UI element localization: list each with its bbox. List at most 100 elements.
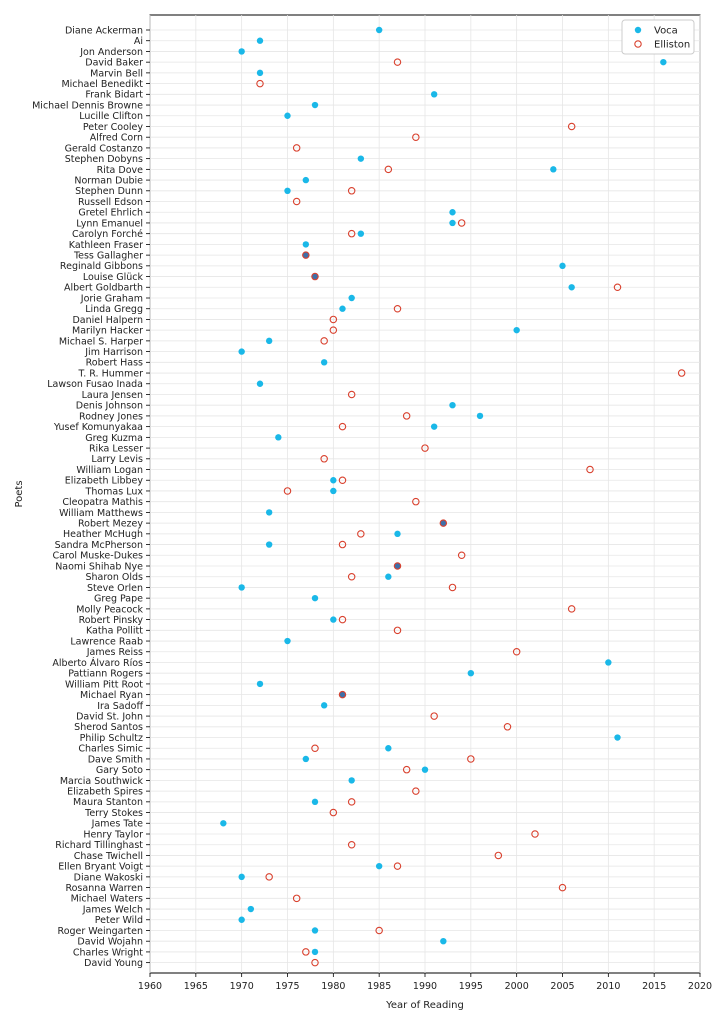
voca-point xyxy=(220,820,227,827)
y-tick-label: Greg Pape xyxy=(94,594,143,605)
x-tick-label: 1990 xyxy=(413,981,437,992)
elliston-point xyxy=(393,58,402,66)
x-tick-label: 1970 xyxy=(230,981,254,992)
y-tick-label: Katha Pollitt xyxy=(86,626,143,637)
elliston-point xyxy=(384,165,393,174)
y-tick-label: Lawson Fusao Inada xyxy=(47,379,143,390)
y-tick-label: Ai xyxy=(134,36,143,47)
y-tick-label: Lynn Emanuel xyxy=(76,218,143,229)
voca-point xyxy=(394,530,401,538)
voca-point xyxy=(467,670,475,677)
y-tick-label: Gerald Costanzo xyxy=(65,143,144,154)
y-tick-label: Sherod Santos xyxy=(74,722,143,733)
voca-point xyxy=(449,219,456,227)
elliston-point xyxy=(393,304,402,313)
elliston-point xyxy=(494,851,503,860)
elliston-point xyxy=(347,187,356,195)
data-points xyxy=(220,26,686,967)
y-tick-label: Rosanna Warren xyxy=(65,883,143,894)
voca-point xyxy=(330,616,337,623)
elliston-point xyxy=(302,251,310,259)
voca-point xyxy=(430,91,438,98)
elliston-point xyxy=(347,840,356,849)
voca-point xyxy=(256,69,264,77)
x-tick-label: 1965 xyxy=(184,981,208,992)
y-tick-label: Peter Wild xyxy=(95,915,143,926)
elliston-point xyxy=(292,894,301,903)
elliston-point xyxy=(329,315,338,324)
elliston-point xyxy=(421,444,429,452)
x-axis-ticks: 1960 1965 1970 1975 1980 1985 1990 1995 2000 2005… xyxy=(138,973,712,992)
y-tick-label: Robert Pinsky xyxy=(79,615,144,626)
y-tick-label: Chase Twichell xyxy=(74,851,143,862)
elliston-point xyxy=(677,369,686,377)
voca-point xyxy=(302,251,310,259)
voca-point xyxy=(311,273,319,280)
y-tick-label: Pattiann Rogers xyxy=(68,669,143,680)
voca-point xyxy=(385,745,392,752)
elliston-point xyxy=(457,219,466,227)
voca-point xyxy=(357,230,365,237)
elliston-point xyxy=(412,497,420,506)
y-tick-label: Cleopatra Mathis xyxy=(62,497,143,508)
voca-point xyxy=(256,37,264,44)
elliston-point xyxy=(613,283,622,292)
elliston-point xyxy=(338,690,347,699)
legend-label-elliston: Elliston xyxy=(654,40,690,51)
x-tick-label: 2015 xyxy=(642,981,666,992)
voca-point xyxy=(275,434,282,441)
voca-point xyxy=(238,873,245,881)
elliston-point xyxy=(292,144,301,152)
voca-point xyxy=(238,348,245,355)
elliston-point xyxy=(448,583,457,592)
x-tick-label: 2000 xyxy=(505,981,529,992)
legend-marker-voca xyxy=(634,26,642,34)
elliston-point xyxy=(256,79,264,88)
elliston-point xyxy=(329,326,338,334)
y-tick-label: Gretel Ehrlich xyxy=(78,208,143,219)
elliston-point xyxy=(467,755,475,763)
y-tick-label: Alfred Corn xyxy=(90,133,143,144)
voca-point xyxy=(247,905,255,913)
y-tick-label: Marvin Bell xyxy=(90,68,143,79)
y-axis-label: Poets xyxy=(14,480,25,507)
voca-point xyxy=(449,402,456,409)
elliston-point xyxy=(329,808,338,817)
y-tick-label: Naomi Shihab Nye xyxy=(55,561,143,572)
y-tick-label: William Pitt Root xyxy=(65,679,143,690)
voca-point xyxy=(375,26,383,34)
elliston-point xyxy=(558,883,567,892)
voca-point xyxy=(302,241,310,248)
y-tick-label: Yusef Komunyakaa xyxy=(53,422,143,433)
voca-point xyxy=(430,423,438,430)
x-tick-label: 1985 xyxy=(367,981,391,992)
y-tick-label: Dave Smith xyxy=(88,754,143,765)
elliston-point xyxy=(283,487,292,495)
elliston-point xyxy=(393,626,402,635)
y-tick-label: Roger Weingarten xyxy=(58,926,143,937)
voca-point xyxy=(550,166,557,173)
y-tick-label: James Reiss xyxy=(86,647,143,658)
elliston-point xyxy=(347,390,356,399)
voca-point xyxy=(265,509,273,516)
voca-point xyxy=(284,637,291,645)
elliston-point xyxy=(412,133,420,141)
y-tick-label: Larry Levis xyxy=(91,454,143,465)
legend: Voca Elliston xyxy=(621,19,695,55)
elliston-point xyxy=(338,540,347,549)
y-tick-label: Steve Orlen xyxy=(87,583,143,594)
y-tick-label: Lucille Clifton xyxy=(79,111,143,122)
elliston-point xyxy=(393,862,402,870)
voca-point xyxy=(568,284,575,291)
y-tick-label: Diane Ackerman xyxy=(65,25,143,36)
y-tick-label: Peter Cooley xyxy=(83,122,143,133)
voca-point xyxy=(660,58,667,66)
elliston-point xyxy=(311,744,319,752)
elliston-point xyxy=(320,337,328,345)
voca-point xyxy=(614,734,621,741)
y-tick-label: Rodney Jones xyxy=(79,411,143,422)
y-tick-label: Robert Mezey xyxy=(78,519,143,530)
y-tick-label: T. R. Hummer xyxy=(78,368,144,379)
y-tick-label: Robert Hass xyxy=(86,358,143,369)
